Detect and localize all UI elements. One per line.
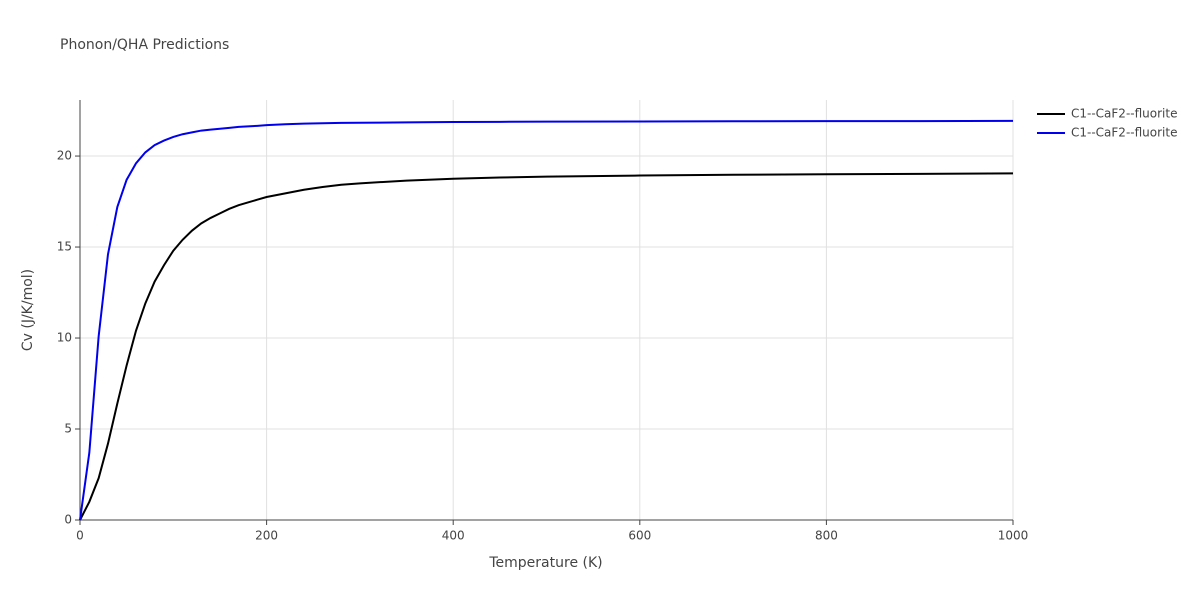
x-tick-label: 800 (815, 529, 838, 543)
x-tick-label: 0 (76, 529, 84, 543)
y-axis-title: Cv (J/K/mol) (20, 269, 36, 351)
chart-title: Phonon/QHA Predictions (60, 37, 229, 53)
y-tick-label: 15 (57, 240, 72, 254)
x-tick-label: 400 (442, 529, 465, 543)
y-tick-label: 20 (57, 149, 72, 163)
legend-label: C1--CaF2--fluorite (1071, 107, 1177, 121)
legend-label: C1--CaF2--fluorite (1071, 126, 1177, 140)
x-tick-label: 600 (628, 529, 651, 543)
x-tick-label: 1000 (998, 529, 1029, 543)
y-tick-label: 0 (64, 513, 72, 527)
y-tick-label: 5 (64, 422, 72, 436)
x-axis-title: Temperature (K) (488, 555, 602, 571)
line (79, 172, 1014, 521)
line (79, 119, 1014, 521)
y-tick-label: 10 (57, 331, 72, 345)
x-tick-label: 200 (255, 529, 278, 543)
